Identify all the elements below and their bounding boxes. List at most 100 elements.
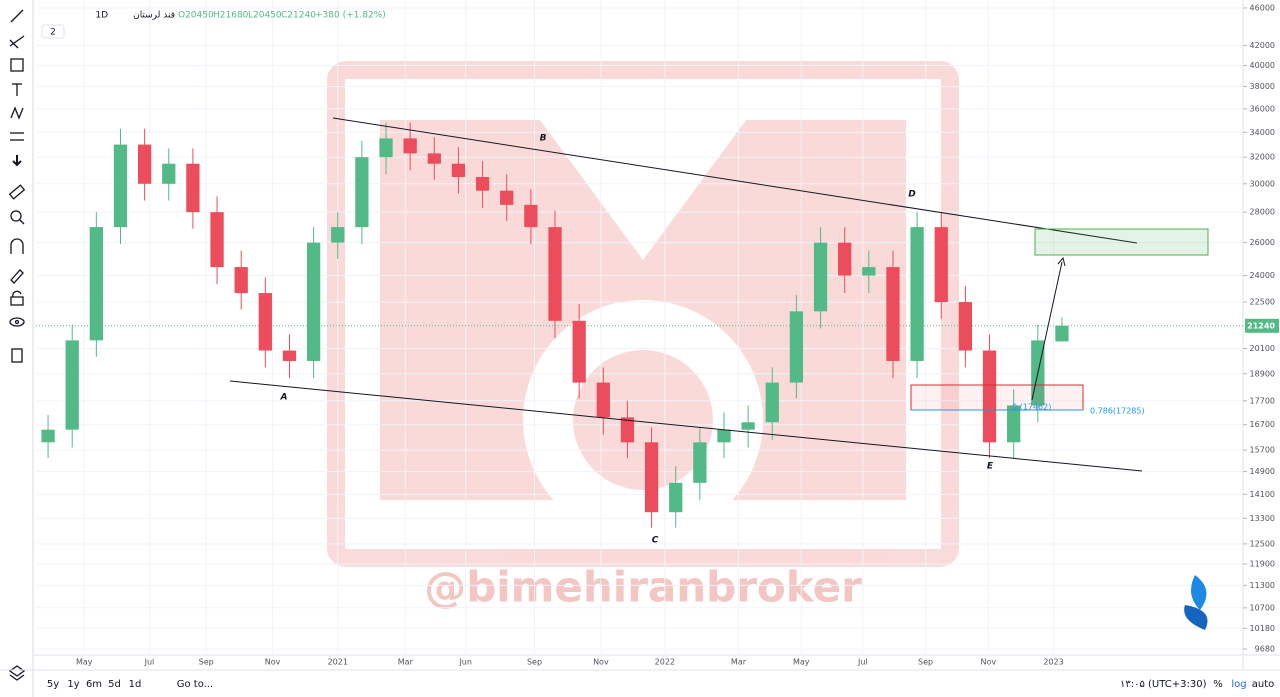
tool-icon[interactable] xyxy=(11,348,23,363)
y-tick-label: 20100 xyxy=(1250,344,1275,353)
y-tick-label: 16700 xyxy=(1250,420,1275,429)
candle-body xyxy=(813,242,828,312)
candle-body xyxy=(475,176,490,191)
y-tick-label: 15700 xyxy=(1250,446,1275,455)
tool-icon[interactable] xyxy=(10,106,24,120)
candle-body xyxy=(572,320,586,383)
candle-body xyxy=(741,422,755,430)
tool-icon[interactable] xyxy=(10,58,24,72)
y-tick-label: 14100 xyxy=(1250,490,1275,499)
broker-logo xyxy=(1184,575,1208,630)
ohlc-h: H21680 xyxy=(213,11,249,21)
x-tick-label: Nov xyxy=(981,658,997,667)
tool-icon[interactable] xyxy=(10,210,25,225)
candle-body xyxy=(524,204,538,228)
tool-icon[interactable] xyxy=(9,317,25,327)
x-tick-label: Sep xyxy=(918,658,933,667)
bottom-bar: 5y 1y 6m 5d 1d xyxy=(47,679,142,690)
watermark-text: @bimehiranbroker xyxy=(424,563,862,612)
tool-icon[interactable] xyxy=(10,290,24,306)
candle-body xyxy=(596,382,610,418)
indicator-toggle[interactable] xyxy=(41,24,65,39)
ohlc-o: O20450 xyxy=(178,11,214,21)
x-tick-label: May xyxy=(793,658,810,667)
x-tick-label: 2022 xyxy=(655,658,675,667)
range-button[interactable]: 1d xyxy=(129,679,142,690)
wave-label: E xyxy=(987,462,994,472)
range-button[interactable]: 5d xyxy=(108,679,121,690)
log-toggle[interactable]: log xyxy=(1231,679,1246,690)
y-tick-label: 38000 xyxy=(1250,82,1275,91)
candle-body xyxy=(958,302,973,351)
tool-icon[interactable] xyxy=(10,269,24,284)
candle-body xyxy=(41,429,55,443)
tool-icon[interactable] xyxy=(8,665,26,681)
tool-icon[interactable] xyxy=(12,83,22,96)
drawings xyxy=(229,117,1209,472)
tool-icon[interactable] xyxy=(12,155,22,167)
plot-area: 46000 42000 40000 38000 36000 34000 32000 30000… xyxy=(36,0,1279,667)
arrow-head xyxy=(1057,256,1066,267)
tool-icon[interactable] xyxy=(10,9,24,23)
y-tick-label: 42000 xyxy=(1250,41,1275,50)
candle-body xyxy=(548,227,562,321)
candle-body xyxy=(331,227,345,243)
interval: 1D xyxy=(95,11,108,21)
trend-line xyxy=(229,380,1143,472)
y-tick-label: 10700 xyxy=(1250,603,1275,612)
candle-body xyxy=(65,340,79,430)
candle-body xyxy=(886,267,900,361)
y-tick-label: 34000 xyxy=(1250,128,1275,137)
candle-body xyxy=(693,442,707,483)
candle-body xyxy=(1055,325,1069,342)
y-tick-label: 46000 xyxy=(1250,3,1275,12)
candle-body xyxy=(282,350,297,361)
candle-body xyxy=(137,144,152,184)
y-tick-label: 11900 xyxy=(1250,560,1275,569)
x-tick-label: Nov xyxy=(265,658,281,667)
candle-body xyxy=(162,163,176,184)
goto-button[interactable]: Go to... xyxy=(177,679,213,690)
candle-body xyxy=(1007,405,1021,443)
candle-body xyxy=(379,138,393,158)
candle-body xyxy=(789,311,804,383)
last-price-tag xyxy=(1245,318,1279,333)
x-tick-label: Jul xyxy=(857,658,868,667)
y-tick-label: 10180 xyxy=(1250,624,1275,633)
y-tick-label: 24000 xyxy=(1250,271,1275,280)
tool-icon[interactable] xyxy=(9,35,25,49)
y-tick-label: 13300 xyxy=(1250,514,1275,523)
target-box xyxy=(1034,228,1209,256)
candle-body xyxy=(258,293,272,351)
wave-label: B xyxy=(540,134,547,144)
x-tick-label: 2023 xyxy=(1043,658,1063,667)
candle-body xyxy=(186,163,200,213)
auto-toggle[interactable]: auto xyxy=(1252,679,1275,690)
y-tick-label: 17700 xyxy=(1250,396,1275,405)
candle-body xyxy=(644,442,659,513)
support-box xyxy=(910,384,1084,411)
range-button[interactable]: 5y xyxy=(47,679,59,690)
range-button[interactable]: 1y xyxy=(67,679,79,690)
candle-body xyxy=(403,138,417,154)
y-tick-label: 18900 xyxy=(1250,369,1275,378)
tool-icon[interactable] xyxy=(10,238,24,254)
range-button[interactable]: 6m xyxy=(86,679,102,690)
wave-label: A xyxy=(280,393,288,403)
candle-body xyxy=(717,429,731,443)
symbol-name: قند لرستان xyxy=(133,11,175,21)
tool-icon[interactable] xyxy=(8,184,26,200)
x-tick-label: Jul xyxy=(144,658,155,667)
last-price-label: 21240 xyxy=(1247,321,1275,330)
candle-body xyxy=(620,417,635,443)
wave-label: D xyxy=(908,190,916,200)
y-tick-label: 30000 xyxy=(1250,179,1275,188)
x-tick-label: Jun xyxy=(458,658,472,667)
y-tick-label: 26000 xyxy=(1250,238,1275,247)
candle-body xyxy=(113,144,128,228)
ohlc-l: L20450 xyxy=(248,11,282,21)
percent-toggle[interactable]: % xyxy=(1213,679,1223,690)
tool-icon[interactable] xyxy=(10,132,24,141)
wave-label: C xyxy=(652,536,659,546)
